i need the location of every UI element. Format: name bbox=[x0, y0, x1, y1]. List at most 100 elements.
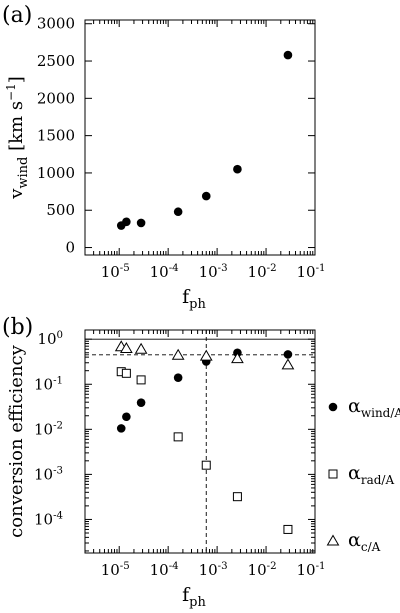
y-tick-label: 3000 bbox=[37, 15, 75, 33]
x-tick-label-exp: -5 bbox=[120, 263, 130, 274]
y-axis-label-main: conversion efficiency bbox=[6, 344, 27, 537]
panel-a: 10-5 10-4 10-3 10-2 10-105001000150020002500… bbox=[2, 3, 326, 312]
x-tick-label: 10-2 bbox=[248, 561, 277, 579]
x-tick-label: 10-3 bbox=[199, 561, 228, 579]
y-tick-label-exp: -2 bbox=[53, 420, 63, 431]
data-point-filled-circle bbox=[136, 218, 146, 228]
legend-label: αrad/A bbox=[348, 462, 394, 487]
x-tick-label-exp: -4 bbox=[169, 263, 179, 274]
data-point-open-triangle bbox=[281, 358, 295, 370]
x-axis-label-main: f bbox=[182, 286, 191, 308]
x-axis-label-sub: ph bbox=[189, 595, 206, 610]
y-tick-label: 0 bbox=[65, 239, 75, 257]
y-axis-label-units-close: ] bbox=[6, 76, 27, 83]
x-tick-label-exp: -5 bbox=[120, 561, 130, 572]
x-tick-label: 10-1 bbox=[296, 263, 325, 281]
panel-label: (b) bbox=[2, 315, 33, 340]
x-tick-label-base: 10 bbox=[150, 263, 169, 281]
x-tick-label-exp: -2 bbox=[267, 561, 277, 572]
x-tick-label-base: 10 bbox=[199, 561, 218, 579]
y-axis-label-sub: wind bbox=[16, 157, 31, 189]
x-tick-label-base: 10 bbox=[248, 263, 267, 281]
data-point-open-square bbox=[201, 460, 211, 470]
x-tick-label: 10-4 bbox=[150, 561, 179, 579]
y-axis-label: conversion efficiency bbox=[6, 344, 27, 537]
x-tick-label: 10-1 bbox=[296, 561, 325, 579]
y-tick-label: 100 bbox=[37, 330, 63, 348]
data-point-open-square bbox=[136, 375, 146, 385]
x-tick-label-base: 10 bbox=[296, 561, 315, 579]
y-tick-label-exp: 0 bbox=[57, 330, 63, 341]
y-tick-label-base: 10 bbox=[34, 510, 53, 528]
legend-label-main: α bbox=[348, 395, 361, 417]
legend-label: αc/A bbox=[348, 529, 381, 554]
x-axis-label: fph bbox=[182, 584, 206, 610]
y-tick-label-exp: -3 bbox=[53, 465, 63, 476]
series-2 bbox=[114, 340, 295, 370]
data-point-filled-circle bbox=[116, 424, 126, 433]
series-0 bbox=[116, 348, 293, 433]
y-tick-label: 10-4 bbox=[34, 510, 63, 528]
y-tick-label-base: 10 bbox=[34, 375, 53, 393]
data-point-open-square bbox=[121, 368, 131, 378]
x-tick-label: 10-3 bbox=[199, 263, 228, 281]
y-tick-label: 1000 bbox=[37, 164, 75, 182]
legend-label-sub: wind/A bbox=[361, 406, 400, 420]
data-point-open-triangle bbox=[231, 352, 244, 364]
x-tick-label-base: 10 bbox=[101, 263, 120, 281]
y-tick-label: 10-3 bbox=[34, 465, 63, 483]
data-point-filled-circle bbox=[201, 191, 211, 201]
panel-label: (a) bbox=[2, 3, 32, 28]
data-point-open-square bbox=[232, 492, 242, 502]
legend-label-main: α bbox=[348, 462, 361, 484]
x-tick-label-exp: -1 bbox=[316, 263, 326, 274]
plot-frame bbox=[84, 329, 316, 554]
data-point-filled-circle bbox=[283, 350, 293, 359]
y-tick-label: 500 bbox=[46, 201, 75, 219]
y-tick-label: 1500 bbox=[37, 127, 75, 145]
data-point-filled-circle bbox=[173, 207, 183, 217]
x-axis-label-main: f bbox=[182, 584, 191, 606]
data-point-open-square bbox=[283, 524, 293, 534]
y-tick-label-base: 10 bbox=[37, 330, 56, 348]
y-tick-label-base: 10 bbox=[34, 465, 53, 483]
y-tick-label-base: 10 bbox=[34, 420, 53, 438]
x-tick-label-base: 10 bbox=[296, 263, 315, 281]
x-tick-label-base: 10 bbox=[199, 263, 218, 281]
x-tick-label-base: 10 bbox=[150, 561, 169, 579]
x-tick-label-exp: -2 bbox=[267, 263, 277, 274]
legend-label-main: α bbox=[348, 529, 361, 551]
data-point-open-triangle bbox=[171, 348, 185, 360]
data-point-filled-circle bbox=[173, 373, 183, 382]
data-point-filled-circle bbox=[136, 398, 146, 407]
legend-marker-open-square bbox=[328, 469, 338, 479]
y-axis-label: vwind [km s−1] bbox=[4, 76, 31, 200]
data-point-open-triangle bbox=[134, 342, 148, 354]
legend-label: αwind/A bbox=[348, 395, 400, 420]
data-point-filled-circle bbox=[233, 164, 242, 174]
x-tick-label: 10-5 bbox=[101, 263, 130, 281]
y-tick-label-exp: -4 bbox=[53, 510, 63, 521]
legend-label-sub: c/A bbox=[361, 540, 381, 554]
x-tick-label-exp: -4 bbox=[169, 561, 179, 572]
legend-label-sub: rad/A bbox=[361, 473, 395, 487]
y-tick-label: 2500 bbox=[37, 52, 75, 70]
legend-marker-filled-circle bbox=[328, 402, 338, 412]
series-0 bbox=[116, 50, 293, 230]
x-tick-label-exp: -3 bbox=[218, 263, 228, 274]
x-tick-label: 10-5 bbox=[101, 561, 130, 579]
data-point-open-triangle bbox=[119, 342, 133, 354]
y-axis-label-main: v bbox=[6, 188, 27, 200]
x-tick-label-base: 10 bbox=[101, 561, 120, 579]
x-axis-label-sub: ph bbox=[189, 297, 206, 312]
y-tick-label: 2000 bbox=[37, 89, 75, 107]
data-point-open-triangle bbox=[199, 349, 213, 361]
y-tick-label-exp: -1 bbox=[53, 375, 63, 386]
series-1 bbox=[116, 367, 293, 534]
x-tick-label-exp: -3 bbox=[218, 561, 228, 572]
plot-frame bbox=[84, 19, 316, 256]
panel-b: 10-5 10-4 10-3 10-2 10-110010-110-210-310-4(… bbox=[2, 315, 400, 610]
y-axis-label-units-exp: −1 bbox=[4, 83, 18, 101]
